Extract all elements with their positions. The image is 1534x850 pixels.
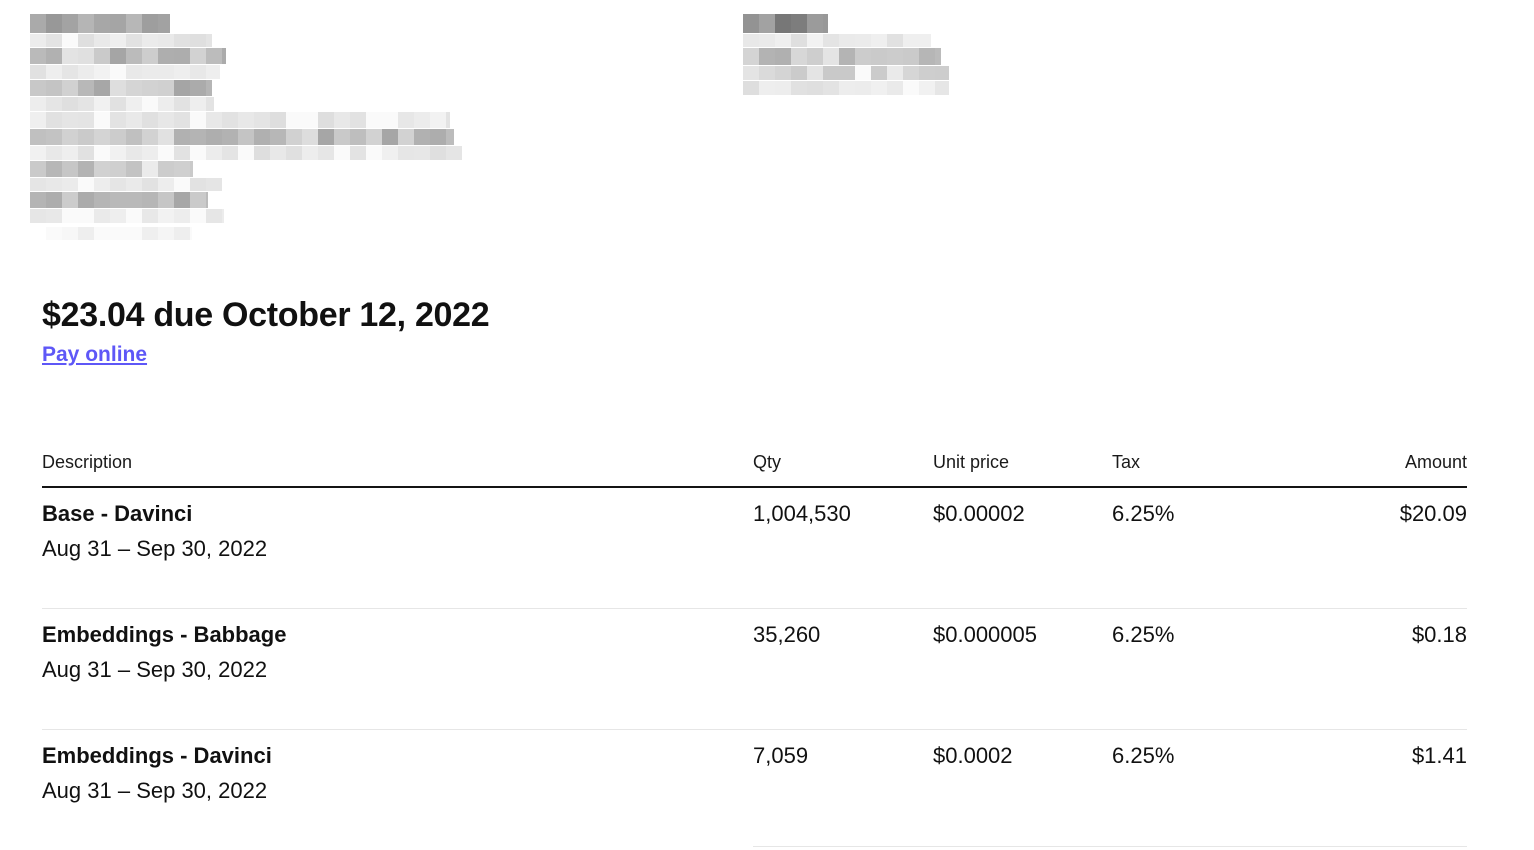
item-qty: 7,059 — [753, 729, 933, 850]
redacted-pixel-row — [30, 65, 220, 79]
col-header-tax: Tax — [1112, 452, 1295, 488]
redacted-pixel-row — [46, 227, 192, 240]
item-description: Embeddings - Babbage — [42, 622, 287, 647]
subtotal-divider — [753, 846, 1467, 847]
item-tax: 6.25% — [1112, 501, 1175, 526]
item-qty: 35,260 — [753, 608, 933, 730]
item-description: Embeddings - Davinci — [42, 743, 272, 768]
redacted-pixel-row — [30, 48, 226, 64]
pay-online-link[interactable]: Pay online — [42, 343, 148, 366]
col-header-amount: Amount — [1295, 452, 1467, 488]
item-period: Aug 31 – Sep 30, 2022 — [42, 778, 268, 803]
col-header-qty: Qty — [753, 452, 933, 488]
item-tax: 6.25% — [1112, 729, 1295, 850]
redacted-pixel-row — [743, 48, 941, 65]
redacted-pixel-row — [30, 34, 212, 47]
item-amount: $20.09 — [1399, 501, 1467, 526]
amount-due-heading: $23.04 due October 12, 2022 — [42, 295, 490, 334]
table-row: Embeddings - Davinci Aug 31 – Sep 30, 20… — [42, 729, 1467, 850]
redacted-pixel-row — [30, 112, 450, 128]
item-description: Base - Davinci — [42, 501, 193, 526]
redacted-pixel-row — [30, 161, 193, 177]
table-row: Embeddings - Babbage Aug 31 – Sep 30, 20… — [42, 608, 1467, 730]
item-amount: $1.41 — [1295, 729, 1467, 850]
redacted-pixel-row — [30, 80, 212, 96]
redacted-pixel-row — [743, 66, 949, 80]
item-unit-price: $0.0002 — [933, 729, 1112, 850]
item-amount: $0.18 — [1295, 608, 1467, 730]
redacted-pixel-row — [30, 209, 224, 223]
redacted-pixel-row — [30, 146, 462, 160]
redacted-pixel-row — [30, 192, 208, 208]
item-qty: 1,004,530 — [753, 501, 851, 526]
redacted-pixel-row — [743, 14, 828, 33]
redacted-pixel-row — [30, 178, 222, 191]
col-header-description: Description — [42, 452, 753, 488]
col-header-unit-price: Unit price — [933, 452, 1112, 488]
item-period: Aug 31 – Sep 30, 2022 — [42, 657, 268, 682]
redacted-pixel-row — [743, 34, 931, 47]
redacted-pixel-row — [30, 129, 454, 145]
redacted-pixel-row — [30, 14, 170, 33]
line-items-table: Description Qty Unit price Tax Amount Ba… — [42, 452, 1467, 850]
item-unit-price: $0.00002 — [933, 501, 1025, 526]
item-tax: 6.25% — [1112, 608, 1295, 730]
table-header-row: Description Qty Unit price Tax Amount — [42, 452, 1467, 488]
table-row: Base - Davinci Aug 31 – Sep 30, 2022 1,0… — [42, 487, 1467, 609]
item-period: Aug 31 – Sep 30, 2022 — [42, 536, 268, 561]
redacted-pixel-row — [30, 97, 214, 111]
item-unit-price: $0.000005 — [933, 608, 1112, 730]
redacted-pixel-row — [743, 81, 949, 95]
